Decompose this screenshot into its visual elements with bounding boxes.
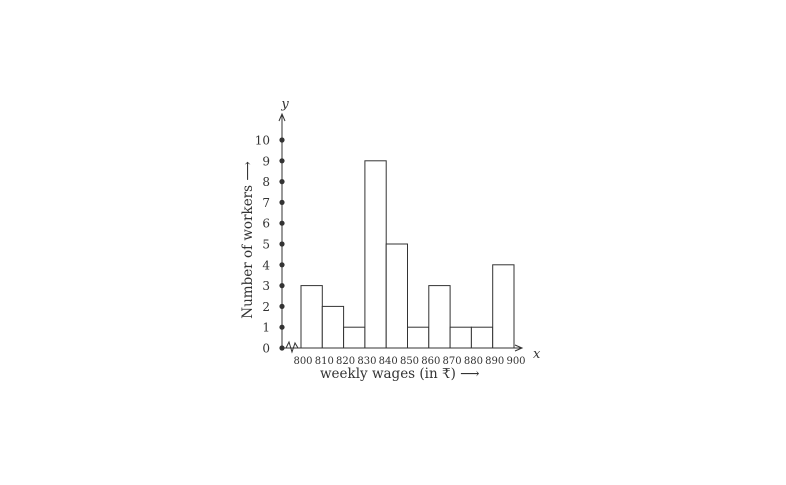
- x-axis-label: weekly wages (in ₹) ⟶: [320, 366, 479, 382]
- y-tick-label: 0: [262, 342, 270, 356]
- y-axis-dot: [279, 220, 285, 226]
- x-axis-arrowhead: [514, 344, 524, 352]
- y-tick-label: 5: [262, 238, 270, 252]
- y-axis-dot: [279, 179, 285, 185]
- x-tick-labels: 800 810 820 830 840 850 860 870 880 890 900: [293, 356, 525, 367]
- x-axis-break-mark: [285, 340, 299, 354]
- histogram-bar: [385, 243, 409, 349]
- histogram-bar: [428, 285, 451, 349]
- y-axis-dot: [279, 241, 285, 247]
- y-axis-dots: [279, 137, 285, 351]
- histogram-bar: [449, 326, 472, 349]
- y-tick-label: 9: [262, 154, 270, 168]
- x-tick-label: 890: [485, 356, 504, 367]
- y-axis-dot: [279, 262, 285, 268]
- y-tick-label: 8: [262, 175, 270, 189]
- y-axis-dot: [279, 137, 285, 143]
- x-tick-label: 880: [464, 356, 483, 367]
- y-tick-label: 6: [262, 217, 270, 231]
- y-tick-label: 10: [255, 134, 270, 148]
- histogram-bar: [492, 264, 515, 349]
- x-tick-label: 900: [506, 356, 525, 367]
- y-axis-label: Number of workers ⟶: [240, 161, 256, 318]
- x-tick-label: 840: [379, 356, 398, 367]
- histogram-bar: [343, 326, 366, 349]
- bars-layer: [300, 160, 515, 349]
- y-tick-label: 4: [262, 258, 270, 272]
- histogram-bar: [364, 160, 387, 349]
- x-tick-label: 860: [421, 356, 440, 367]
- axes-layer: [278, 112, 524, 354]
- y-axis-dot: [279, 199, 285, 205]
- y-tick-label: 2: [262, 300, 270, 314]
- y-axis-letter: y: [280, 97, 289, 112]
- y-axis-dot: [279, 303, 285, 309]
- y-axis-dot: [279, 283, 285, 289]
- histogram-bar: [321, 305, 345, 349]
- histogram-bar: [407, 326, 430, 349]
- x-tick-label: 850: [400, 356, 419, 367]
- y-axis-dot: [279, 158, 285, 164]
- x-axis-letter: x: [533, 347, 541, 362]
- y-tick-label: 1: [262, 321, 270, 335]
- y-tick-label: 7: [262, 196, 270, 210]
- x-tick-label: 800: [293, 356, 312, 367]
- x-tick-label: 830: [357, 356, 376, 367]
- histogram-bar: [300, 285, 323, 349]
- y-axis-arrowhead: [278, 112, 286, 122]
- y-tick-labels: 0 1 2 3 4 5 6 7 8 9 10: [255, 134, 271, 356]
- y-axis-dot: [279, 345, 285, 351]
- y-axis-dot: [279, 324, 285, 330]
- x-tick-label: 820: [336, 356, 355, 367]
- x-tick-label: 810: [315, 356, 334, 367]
- x-tick-label: 870: [443, 356, 462, 367]
- y-tick-label: 3: [262, 279, 270, 293]
- histogram-bar: [470, 326, 494, 349]
